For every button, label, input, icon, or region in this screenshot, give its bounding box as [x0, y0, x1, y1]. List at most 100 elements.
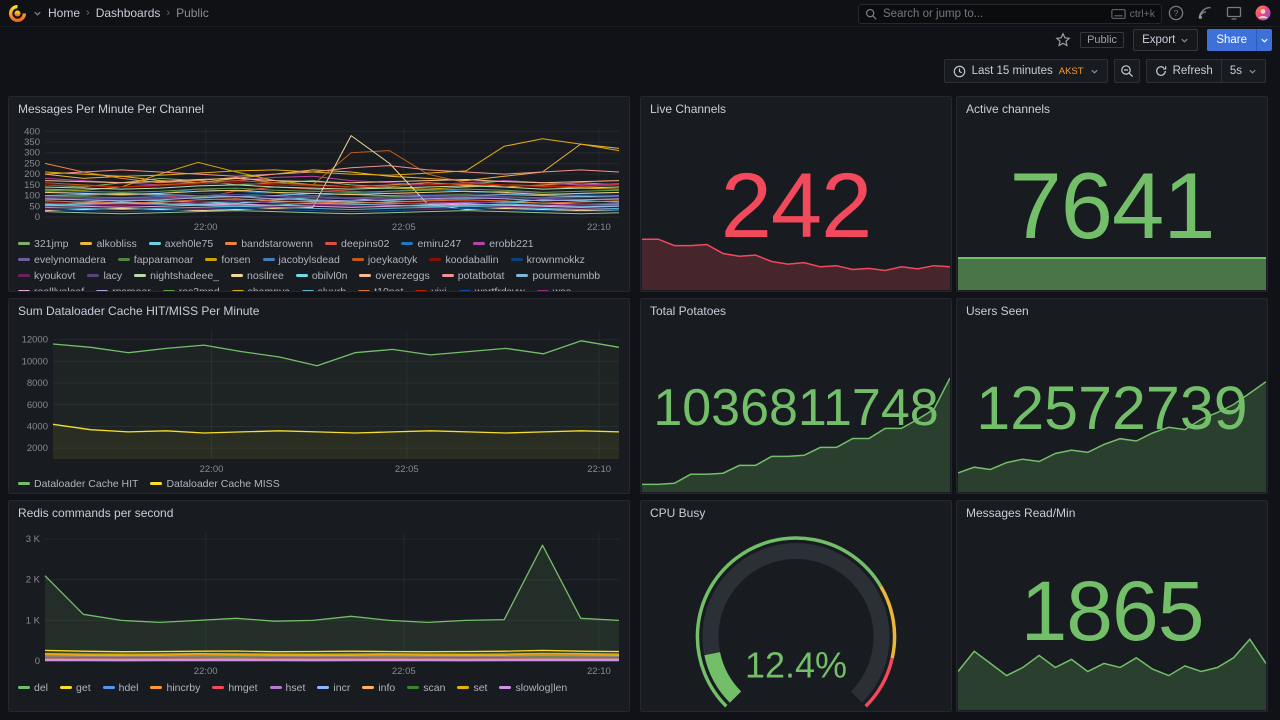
legend-item[interactable]: Dataloader Cache MISS [150, 477, 280, 490]
legend-item[interactable]: kyoukovt [18, 269, 75, 282]
legend-label: deepins02 [341, 237, 390, 250]
legend-item[interactable]: t10nat [358, 285, 403, 291]
legend-label: hdel [118, 681, 139, 694]
legend-item[interactable]: Dataloader Cache HIT [18, 477, 138, 490]
legend-item[interactable]: emiru247 [401, 237, 461, 250]
chevron-down-icon [1261, 38, 1268, 43]
grafana-logo-icon[interactable] [8, 4, 27, 23]
legend-item[interactable]: vixi [415, 285, 447, 291]
legend-item[interactable]: ros3mnd [162, 285, 220, 291]
legend-item[interactable]: joeykaotyk [351, 253, 417, 266]
redis-chart-plot[interactable]: 0 1 K 2 K 3 K 22:00 22:05 22:10 [17, 525, 623, 677]
legend-item[interactable]: potatbotat [441, 269, 504, 282]
legend-item[interactable]: nosilree [231, 269, 284, 282]
legend-item[interactable]: wsa [536, 285, 571, 291]
chevron-down-icon [1181, 38, 1188, 43]
legend-item[interactable]: forsen [205, 253, 251, 266]
legend-label: obilvl0n [311, 269, 348, 282]
legend-item[interactable]: set [457, 681, 487, 694]
breadcrumb-dashboards[interactable]: Dashboards [95, 6, 161, 20]
zoom-out-button[interactable] [1113, 59, 1140, 83]
legend-item[interactable]: jacobylsdead [262, 253, 340, 266]
time-range-picker[interactable]: Last 15 minutes AKST [943, 59, 1108, 83]
legend-item[interactable]: wortfrdsvw [458, 285, 525, 291]
legend-label: forsen [221, 253, 251, 266]
legend-swatch [205, 258, 218, 261]
chevron-down-icon [1249, 69, 1256, 74]
legend-item[interactable]: incr [317, 681, 350, 694]
legend-item[interactable]: info [362, 681, 395, 694]
monitor-icon[interactable] [1226, 5, 1242, 21]
legend-item[interactable]: hset [269, 681, 305, 694]
panel-title[interactable]: Users Seen [966, 304, 1029, 318]
legend-label: alkobliss [96, 237, 137, 250]
legend-swatch [150, 482, 163, 485]
search-input[interactable]: Search or jump to... ctrl+k [858, 4, 1162, 24]
dataloader-chart-plot[interactable]: 2000 4000 6000 8000 10000 12000 22:00 22:05 22:1… [17, 323, 623, 475]
legend-item[interactable]: sluurh [301, 285, 346, 291]
panel-messages-read: Messages Read/Min 1865 [956, 500, 1268, 712]
legend-item[interactable]: erobb221 [473, 237, 534, 250]
help-icon[interactable]: ? [1168, 5, 1184, 21]
legend-item[interactable]: shamnyc [231, 285, 290, 291]
legend-label: realllveleaf [34, 285, 85, 292]
refresh-button[interactable]: Refresh [1147, 60, 1221, 82]
svg-text:4000: 4000 [27, 422, 48, 433]
legend-item[interactable]: koodaballin [429, 253, 499, 266]
dataloader-legend: Dataloader Cache HIT Dataloader Cache MIS… [18, 477, 623, 490]
legend-item[interactable]: krownmokkz [510, 253, 585, 266]
legend-item[interactable]: bandstarowenn [225, 237, 313, 250]
legend-item[interactable]: axeh0le75 [148, 237, 213, 250]
breadcrumb-home[interactable]: Home [48, 6, 81, 20]
svg-text:22:00: 22:00 [194, 222, 218, 233]
legend-item[interactable]: nightshadeee_ [134, 269, 219, 282]
news-rss-icon[interactable] [1197, 5, 1213, 21]
legend-label: Dataloader Cache MISS [166, 477, 280, 490]
legend-item[interactable]: 321jmp [18, 237, 68, 250]
legend-item[interactable]: scan [407, 681, 445, 694]
panel-title[interactable]: Redis commands per second [18, 506, 174, 520]
panel-title[interactable]: Active channels [966, 102, 1051, 116]
legend-item[interactable]: realllveleaf [18, 285, 85, 292]
legend-item[interactable]: hdel [102, 681, 139, 694]
panel-title[interactable]: Live Channels [650, 102, 727, 116]
legend-label: nosilree [247, 269, 284, 282]
legend-item[interactable]: hincrby [150, 681, 200, 694]
export-button[interactable]: Export [1133, 29, 1199, 51]
public-tag[interactable]: Public [1080, 32, 1125, 48]
legend-item[interactable]: alkobliss [80, 237, 137, 250]
legend-item[interactable]: obilvl0n [295, 269, 348, 282]
legend-label: slowlog|len [515, 681, 568, 694]
legend-item[interactable]: slowlog|len [499, 681, 567, 694]
share-menu-button[interactable] [1256, 29, 1272, 51]
legend-item[interactable]: rnsmeer [96, 285, 151, 292]
legend-item[interactable]: get [60, 681, 91, 694]
legend-swatch [510, 258, 523, 261]
legend-item[interactable]: overezeggs [359, 269, 430, 282]
legend-swatch [458, 290, 471, 291]
share-button[interactable]: Share [1207, 29, 1256, 51]
legend-item[interactable]: lacy [87, 269, 122, 282]
panel-title[interactable]: Messages Read/Min [966, 506, 1076, 520]
panel-dataloader-cache: Sum Dataloader Cache HIT/MISS Per Minute… [8, 298, 630, 494]
messages-chart-plot[interactable]: 0 50 100 150 200 250 300 350 400 22:00 22:05 22:10 [17, 121, 623, 233]
panel-title[interactable]: Total Potatoes [650, 304, 727, 318]
legend-item[interactable]: hmget [212, 681, 258, 694]
legend-label: rnsmeer [112, 285, 151, 292]
legend-item[interactable]: evelynomadera [18, 253, 106, 266]
legend-swatch [102, 686, 115, 689]
legend-item[interactable]: pourmenumbb [516, 269, 600, 282]
user-avatar[interactable] [1255, 5, 1271, 21]
star-icon[interactable] [1055, 32, 1071, 48]
legend-swatch [358, 290, 371, 291]
svg-text:22:10: 22:10 [587, 666, 611, 677]
legend-item[interactable]: del [18, 681, 48, 694]
panel-title[interactable]: Sum Dataloader Cache HIT/MISS Per Minute [18, 304, 260, 318]
panel-title[interactable]: CPU Busy [650, 506, 706, 520]
legend-item[interactable]: deepins02 [325, 237, 389, 250]
legend-item[interactable]: fapparamoar [117, 253, 193, 266]
panel-title[interactable]: Messages Per Minute Per Channel [18, 102, 205, 116]
chevron-down-icon[interactable] [33, 9, 42, 18]
refresh-interval-select[interactable]: 5s [1220, 60, 1265, 82]
svg-text:1 K: 1 K [26, 615, 41, 626]
